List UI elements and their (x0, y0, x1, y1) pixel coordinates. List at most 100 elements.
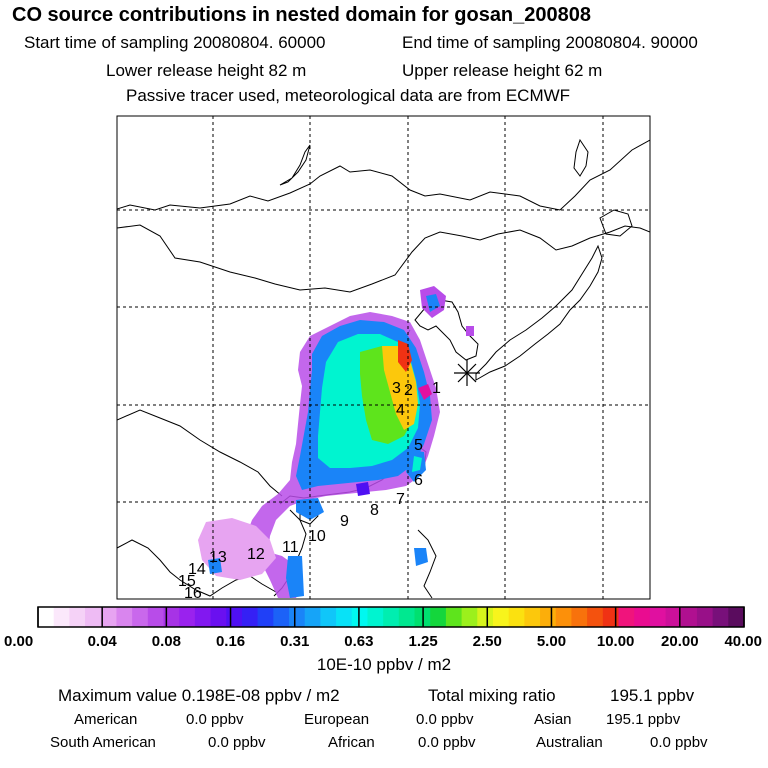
colorbar-cell (571, 607, 588, 627)
colorbar-tick-labels: 0.00 0.04 0.08 0.16 0.31 0.63 1.25 2.50 5.00 10.0… (4, 633, 762, 650)
colorbar: 0.00 0.04 0.08 0.16 0.31 0.63 1.25 2.50 5.00 10.0… (4, 606, 762, 674)
colorbar-cell (728, 607, 745, 627)
colorbar-cell (210, 607, 227, 627)
colorbar-cell (430, 607, 447, 627)
source-number-13: 13 (209, 549, 227, 566)
colorbar-cell (320, 607, 337, 627)
colorbar-tick-label: 0.16 (216, 633, 245, 650)
source-number-6: 6 (414, 472, 423, 489)
colorbar-cell (257, 607, 274, 627)
plume-yellow (382, 346, 418, 430)
colorbar-cell (618, 607, 635, 627)
colorbar-cell (367, 607, 384, 627)
colorbar-cell (477, 607, 494, 627)
colorbar-cell (634, 607, 651, 627)
colorbar-cell (587, 607, 604, 627)
colorbar-tick-label: 0.31 (280, 633, 309, 650)
chart-title: CO source contributions in nested domain… (12, 4, 592, 26)
source-number-8: 8 (370, 502, 379, 519)
colorbar-cell (696, 607, 714, 627)
american-label: American (74, 711, 138, 728)
colorbar-cells (38, 607, 745, 627)
colorbar-tick-label: 2.50 (473, 633, 502, 650)
colorbar-cell (555, 607, 573, 627)
colorbar-cell (304, 607, 321, 627)
coast-sakhalin (573, 138, 589, 177)
colorbar-ticks (37, 607, 745, 627)
colorbar-cell (226, 607, 243, 627)
australian-label: Australian (536, 734, 603, 751)
colorbar-cell (147, 607, 165, 627)
source-number-10: 10 (308, 528, 326, 545)
colorbar-cell (163, 607, 180, 627)
source-number-2: 2 (404, 382, 413, 399)
source-number-3: 3 (392, 380, 401, 397)
colorbar-tick-label: 20.00 (661, 633, 699, 650)
border-mongolia (117, 224, 650, 293)
source-number-1: 1 (432, 380, 441, 397)
european-value: 0.0 ppbv (416, 711, 474, 728)
coast-philippines (417, 529, 437, 599)
colorbar-tick-label: 5.00 (537, 633, 566, 650)
receptor-asterisk-icon (454, 360, 480, 386)
source-number-11: 11 (282, 539, 299, 556)
lake-baikal (279, 144, 311, 186)
colorbar-cell (273, 607, 290, 627)
colorbar-cell (524, 607, 541, 627)
colorbar-tick-label: 0.08 (152, 633, 181, 650)
source-number-4: 4 (396, 402, 405, 419)
south-american-value: 0.0 ppbv (208, 734, 266, 751)
colorbar-cell (69, 607, 86, 627)
asian-value: 195.1 ppbv (606, 711, 681, 728)
colorbar-cell (132, 607, 149, 627)
american-value: 0.0 ppbv (186, 711, 244, 728)
end-time-label: End time of sampling 20080804. 90000 (402, 33, 698, 52)
source-number-12: 12 (247, 546, 265, 563)
african-label: African (328, 734, 375, 751)
colorbar-tick-label: 1.25 (408, 633, 437, 650)
colorbar-tick-label: 0.63 (344, 633, 373, 650)
colorbar-cell (492, 607, 510, 627)
source-number-14: 14 (188, 561, 206, 578)
colorbar-cell (712, 607, 729, 627)
source-number-15: 15 (178, 573, 196, 590)
south-american-label: South American (50, 734, 156, 751)
plume-vietnam (286, 556, 304, 598)
coast-japan (475, 244, 603, 381)
asian-label: Asian (534, 711, 572, 728)
source-number-5: 5 (414, 437, 423, 454)
colorbar-cell (179, 607, 196, 627)
colorbar-cell (38, 607, 55, 627)
colorbar-cell (681, 607, 698, 627)
plume-hotspot (418, 384, 432, 400)
colorbar-unit-label: 10E-10 ppbv / m2 (317, 655, 451, 674)
plume-philippines (414, 548, 428, 566)
total-mixing-ratio-label: Total mixing ratio (428, 686, 556, 705)
lat-lon-grid (117, 116, 650, 599)
coast-hokkaido (599, 209, 633, 237)
maximum-value-label: Maximum value 0.198E-08 ppbv / m2 (58, 686, 340, 705)
plume-gulf (208, 558, 222, 574)
colorbar-tick-label: 40.00 (724, 633, 762, 650)
colorbar-cell (100, 607, 118, 627)
plume-sea-blob (356, 482, 370, 496)
tracer-note: Passive tracer used, meteorological data… (126, 86, 571, 105)
coastlines (117, 138, 650, 599)
total-mixing-ratio-value: 195.1 ppbv (610, 686, 695, 705)
plume-taiwan-core (412, 456, 422, 472)
colorbar-cell (383, 607, 400, 627)
colorbar-cell (508, 607, 525, 627)
source-number-7: 7 (396, 491, 405, 508)
upper-release-label: Upper release height 62 m (402, 61, 603, 80)
colorbar-cell (241, 607, 259, 627)
border-south (117, 409, 283, 497)
source-number-9: 9 (340, 513, 349, 530)
colorbar-tick-label: 0.04 (88, 633, 118, 650)
colorbar-cell (602, 607, 620, 627)
colorbar-cell (336, 607, 353, 627)
colorbar-cell (398, 607, 416, 627)
colorbar-cell (289, 607, 306, 627)
colorbar-cell (351, 607, 369, 627)
